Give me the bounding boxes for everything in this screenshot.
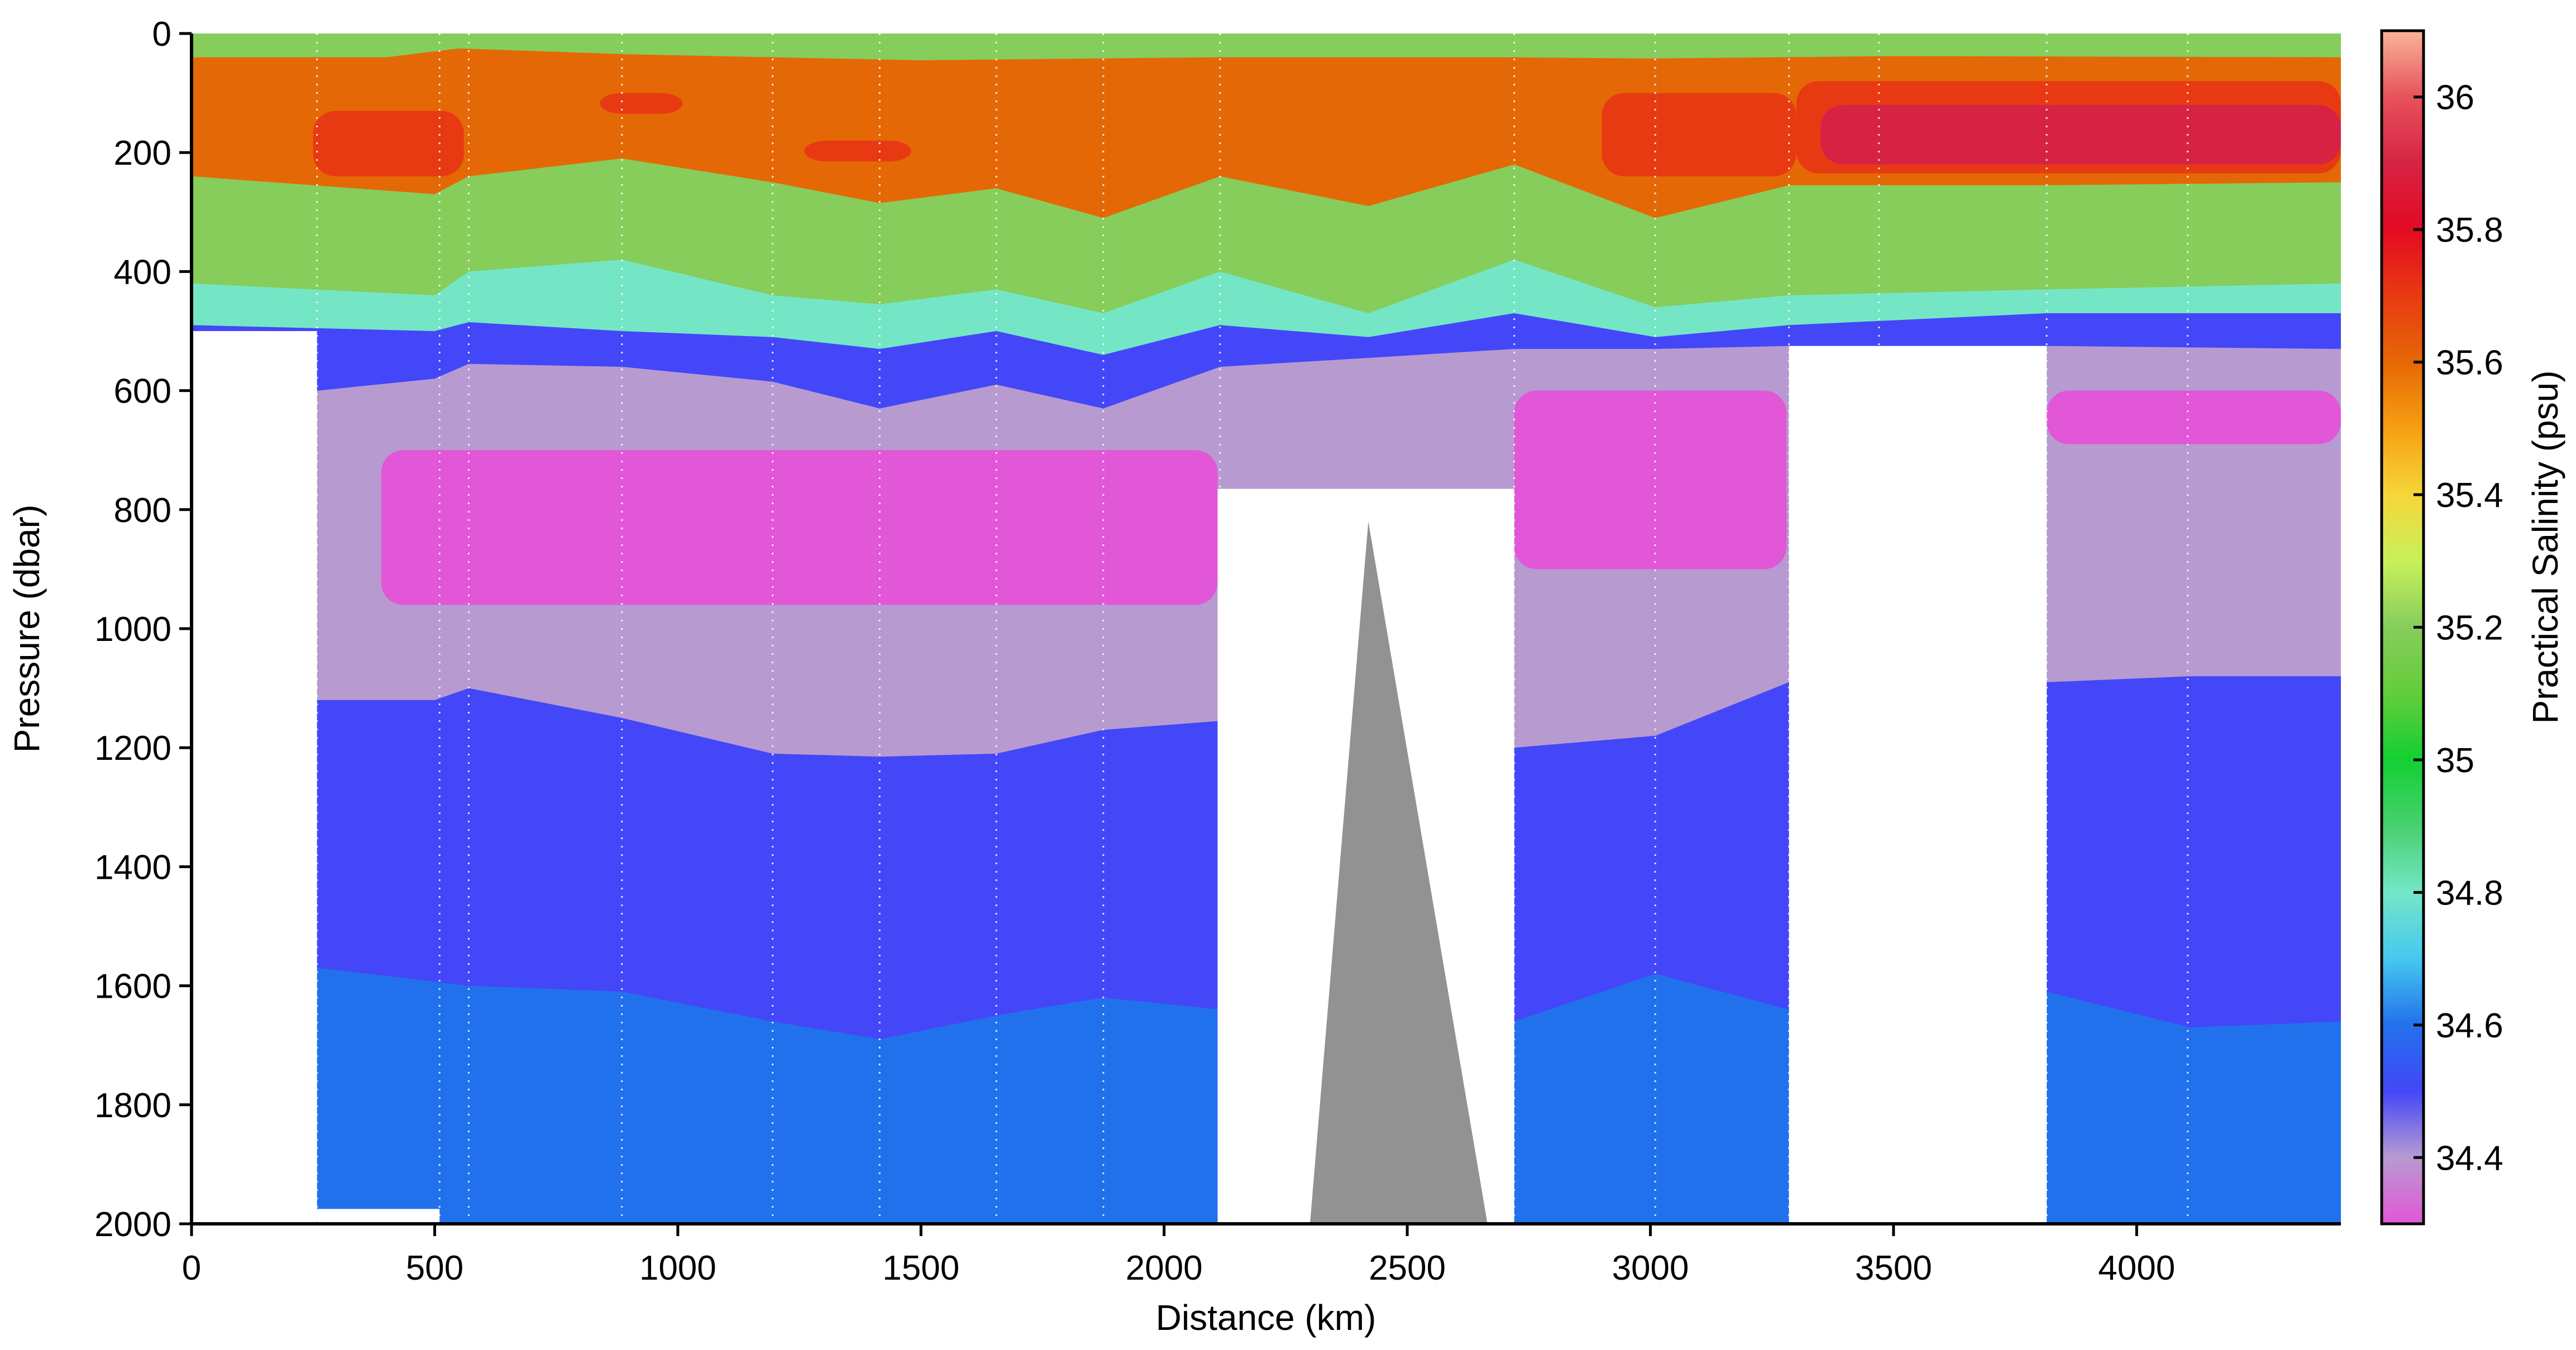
colorbar-tick-label-2: 34.8 [2436,874,2503,912]
x-tick-label-7: 3500 [1855,1249,1932,1287]
colorbar-tick-label-6: 35.6 [2436,344,2503,382]
salinity-layer-subsurface-max [192,33,2341,218]
x-tick-label-6: 3000 [1612,1249,1689,1287]
salinity-patch-high-salinity-core-3 [1602,93,1796,176]
y-tick-label-0: 0 [152,15,171,54]
colorbar-tick-label-7: 35.8 [2436,211,2503,250]
colorbar-tick-label-5: 35.4 [2436,476,2503,515]
no-data-area-3 [1789,346,2047,1224]
plot-area [192,33,2341,1224]
x-axis-title: Distance (km) [1156,1298,1377,1338]
y-tick-label-5: 1000 [94,610,171,649]
no-data-area-1 [317,1209,440,1224]
y-tick-label-3: 600 [114,372,171,411]
x-tick-label-1: 500 [406,1249,463,1287]
y-tick-label-6: 1200 [94,729,171,768]
salinity-patch-high-salinity-core-1 [600,93,683,114]
colorbar-tick-label-4: 35.2 [2436,609,2503,648]
salinity-patch-intermediate-water-min-1 [1514,390,1787,569]
y-tick-label-2: 400 [114,253,171,291]
masked-areas [192,331,2047,1224]
x-tick-label-8: 4000 [2098,1249,2175,1287]
y-tick-label-9: 1800 [94,1086,171,1125]
no-data-area-0 [192,331,317,1224]
seamount-topography [1309,521,1488,1224]
y-tick-label-4: 800 [114,491,171,530]
colorbar-tick-label-3: 35 [2436,741,2474,780]
x-tick-label-5: 2500 [1369,1249,1446,1287]
salinity-patch-high-salinity-core-0 [313,111,464,176]
x-tick-label-2: 1000 [639,1249,716,1287]
y-tick-label-1: 200 [114,134,171,173]
y-tick-label-8: 1600 [94,968,171,1006]
x-tick-label-0: 0 [182,1249,201,1287]
salinity-patch-high-salinity-core-2 [804,140,911,162]
salinity-patch-intermediate-water-min-0 [381,450,1218,605]
x-tick-label-4: 2000 [1126,1249,1203,1287]
salinity-layer-surface [192,33,2341,60]
colorbar-tick-label-8: 36 [2436,79,2474,117]
colorbar-title: Practical Salinity (psu) [2525,370,2565,724]
colorbar-tick-label-1: 34.6 [2436,1007,2503,1045]
y-tick-label-10: 2000 [94,1205,171,1244]
y-axis-title: Pressure (dbar) [7,505,47,753]
x-tick-label-3: 1500 [882,1249,959,1287]
salinity-patch-intermediate-water-min-2 [2047,390,2341,444]
colorbar-tick-label-0: 34.4 [2436,1139,2503,1177]
colorbar: 34.4 34.6 34.8 35 35.2 35.4 35.6 35.8 36 [2380,29,2503,1225]
axes: 0 500 1000 1500 2000 2500 3000 3500 4000 0 200 400 6… [94,15,2341,1287]
y-tick-label-7: 1400 [94,848,171,887]
salinity-patch-core-maximum-0 [1820,104,2341,165]
